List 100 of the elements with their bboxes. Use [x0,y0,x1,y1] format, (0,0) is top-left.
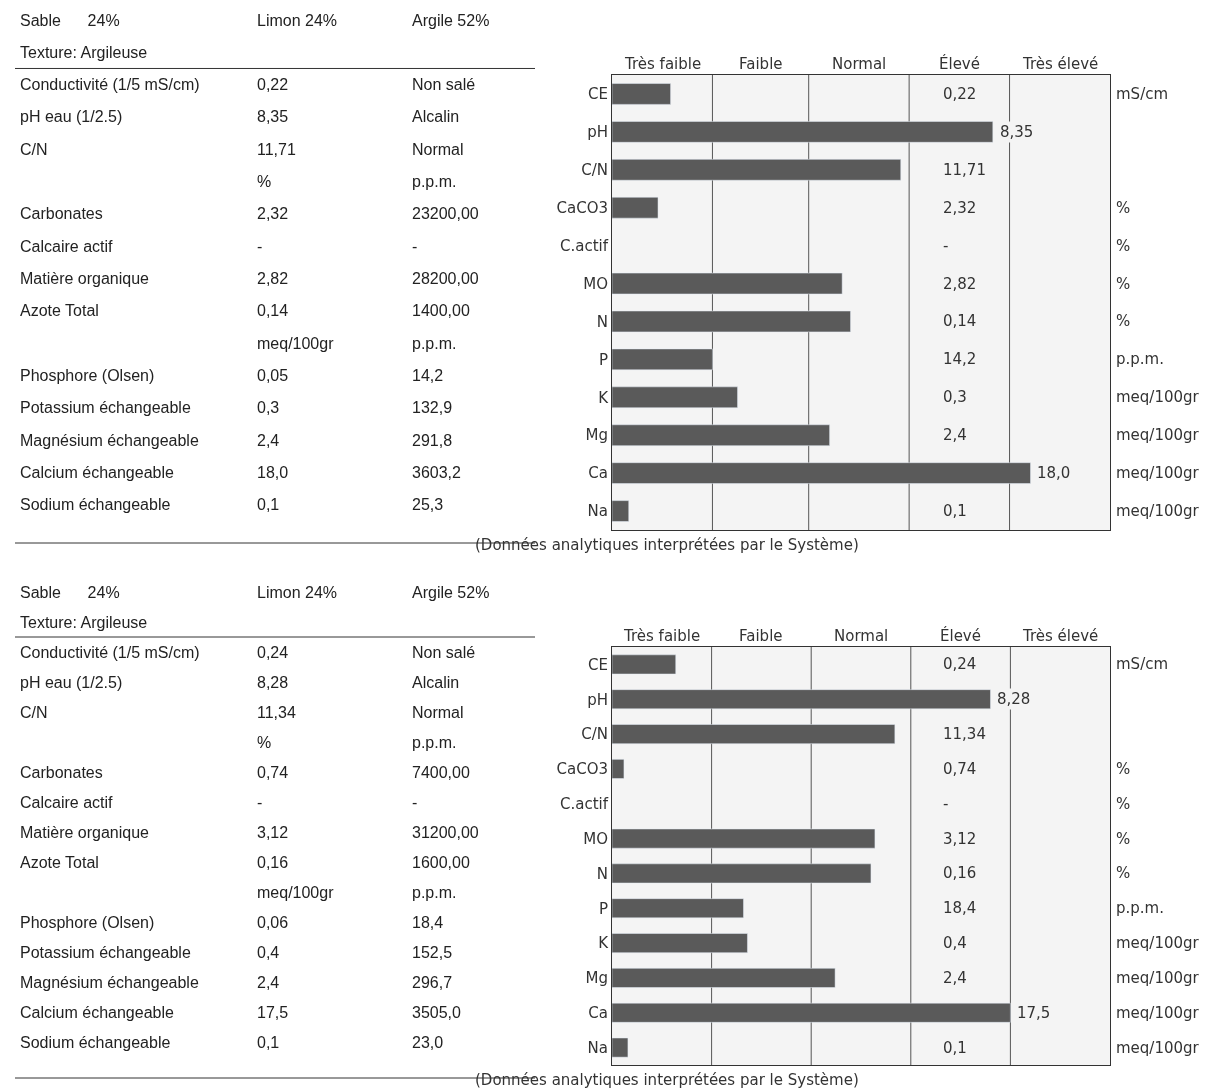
text: 7400,00 [412,764,470,781]
text: 18,0 [257,464,289,481]
text: meq/100gr [257,335,334,352]
category-label: Azote Total [20,302,99,319]
y-tick-label: P [598,899,608,918]
text: 1400,00 [412,302,470,319]
band-label: Très faible [624,55,702,73]
band-label: Normal [834,627,889,645]
y-tick-label: P [598,350,608,369]
text: 11,71 [257,141,296,158]
category-label: pH eau (1/2.5) [20,108,123,125]
y2-tick-label: meq/100gr [1116,502,1200,520]
category-label: pH eau (1/2.5) [20,674,123,691]
y-tick-label: K [598,934,610,953]
y2-tick-label: mS/cm [1116,85,1169,103]
y2-tick-label: mS/cm [1116,655,1169,673]
y-tick-label: Mg [585,969,608,988]
text: Non salé [412,644,476,661]
y2-tick-label: % [1116,312,1131,330]
text: Argile 52% [412,584,490,601]
annotation: 0,1 [943,1039,967,1057]
y2-tick-label: p.p.m. [1116,350,1164,368]
annotation: 0,1 [943,502,967,520]
bar [612,654,676,675]
band-label: Élevé [940,626,981,645]
y-tick-label: CaCO3 [556,198,608,217]
category-label: Conductivité (1/5 mS/cm) [20,76,200,93]
annotation: 0,74 [943,760,977,778]
text: 0,05 [257,367,289,384]
band-label: Faible [739,55,783,73]
annotation: 2,4 [943,426,967,444]
text: Limon 24% [257,12,338,29]
y-tick-label: pH [587,123,608,142]
text: 8,28 [257,674,289,691]
annotation: 3,12 [943,830,977,848]
y-tick-label: CE [588,655,608,674]
y2-tick-label: meq/100gr [1116,426,1200,444]
y2-tick-label: meq/100gr [1116,934,1200,952]
text: 2,4 [257,432,280,449]
y-tick-label: MO [583,829,608,848]
text: 25,3 [412,496,444,513]
category-label: Potassium échangeable [20,399,191,416]
category-label: Carbonates [20,764,103,781]
y2-tick-label: meq/100gr [1116,969,1200,987]
category-label: Matière organique [20,824,149,841]
text: 23,0 [412,1034,444,1051]
category-label: C/N [20,141,48,158]
category-label: Texture: Argileuse [20,614,148,631]
text: 0,22 [257,76,289,93]
category-label: Magnésium échangeable [20,974,199,991]
y2-tick-label: % [1116,795,1131,813]
text: Non salé [412,76,476,93]
category-label: Potassium échangeable [20,944,191,961]
category-label: Texture: Argileuse [20,44,148,61]
annotation: 2,4 [943,969,967,987]
text: 0,14 [257,302,289,319]
annotation: 0,16 [943,864,977,882]
text: Normal [412,704,464,721]
text: 3505,0 [412,1004,461,1021]
category-label: Sable 24% [20,584,120,601]
text: 2,4 [257,974,280,991]
y-tick-label: C.actif [559,236,609,255]
y-tick-label: N [596,864,608,883]
y-tick-label: N [596,312,608,331]
category-label: Magnésium échangeable [20,432,199,449]
annotation: 0,4 [943,934,967,952]
text: 14,2 [412,367,444,384]
text: - [412,794,418,811]
annotation: 18,4 [943,899,977,917]
annotation: 8,35 [1000,123,1034,141]
bar [612,1037,629,1058]
y2-tick-label: % [1116,760,1131,778]
text: 2,82 [257,270,289,287]
text: 28200,00 [412,270,479,287]
text: Alcalin [412,108,460,125]
text: 17,5 [1017,1004,1051,1022]
bar [612,83,671,105]
y-tick-label: C.actif [559,795,609,813]
y-tick-label: MO [583,274,608,293]
text: 3603,2 [412,464,461,481]
text: % [257,173,272,190]
text: meq/100gr [257,884,334,901]
band-label: Très élevé [1022,55,1099,73]
bar [612,759,625,779]
y-tick-label: pH [587,690,608,709]
y2-tick-label: % [1116,864,1131,882]
y2-tick-label: meq/100gr [1116,1039,1200,1057]
text: 23200,00 [412,205,479,222]
y-tick-label: CE [588,85,608,104]
text: 152,5 [412,944,453,961]
annotation: 11,71 [943,161,986,179]
band-label: Normal [832,55,887,73]
text: 0,3 [257,399,280,416]
category-label: Calcaire actif [20,238,113,255]
annotation: 0,14 [943,312,977,330]
category-label: Phosphore (Olsen) [20,914,155,931]
text: - [257,238,263,255]
text: p.p.m. [412,884,457,901]
text: 31200,00 [412,824,479,841]
band-label: Très faible [623,627,701,645]
